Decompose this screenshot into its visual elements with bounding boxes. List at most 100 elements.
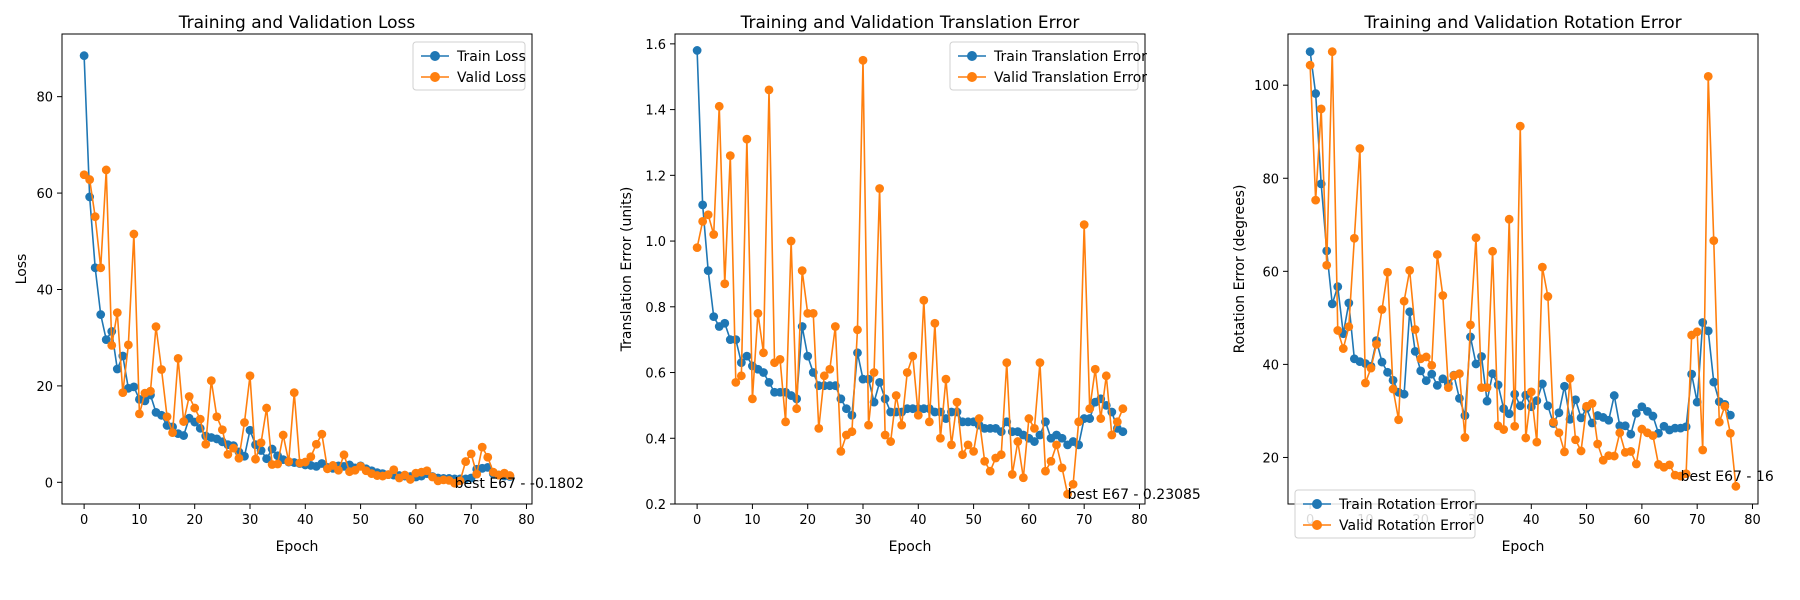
rotation-valid-data-point — [1725, 428, 1735, 438]
translation-best-annotation: best E67 - 0.23085 — [1068, 487, 1201, 503]
translation-valid-data-point — [1035, 358, 1045, 368]
loss-valid-data-point — [223, 449, 233, 459]
rotation-axes-layer: 0102030405060708020406080100 — [1254, 33, 1761, 528]
rotation-train-data-point — [1311, 89, 1321, 98]
translation-valid-data-point — [913, 410, 923, 420]
translation-valid-data-point — [908, 351, 918, 361]
rotation-valid-data-point — [1455, 369, 1464, 379]
rotation-train-data-point — [1427, 369, 1437, 379]
loss-valid-data-point — [472, 469, 482, 479]
translation-axes-layer: 0 10 20 30 40 50 60 70 80 0.2 0.4 0.6 0.8 1.0 1.2 1.4 1.… — [645, 33, 1148, 528]
rotation-valid-data-point — [1443, 383, 1453, 393]
rotation-valid-data-point — [1460, 433, 1470, 442]
rotation-valid-data-point — [1665, 460, 1674, 470]
translation-plot-frame — [674, 33, 1146, 505]
loss-train-data-point — [267, 444, 277, 454]
rotation-train-data-point — [1421, 376, 1431, 386]
rotation-valid-data-point — [1631, 459, 1641, 469]
rotation-train-data-point — [1626, 429, 1636, 439]
rotation-train-data-point — [1405, 307, 1415, 317]
translation-y-tick-label: 1.6 — [645, 38, 666, 53]
rotation-legend-valid-label: Valid Rotation Error — [1339, 518, 1475, 534]
rotation-valid-data-point — [1421, 352, 1431, 362]
translation-legend: Train Translation Error Valid Translatio… — [949, 41, 1147, 91]
translation-y-axis-label: Translation Error (units) — [619, 187, 635, 353]
rotation-valid-data-point — [1554, 428, 1564, 438]
rotation-legend-entry-valid: Valid Rotation Error — [1303, 518, 1475, 534]
rotation-valid-data-point — [1305, 60, 1315, 70]
loss-y-tick-label: 0 — [45, 476, 53, 491]
translation-valid-data-point — [1013, 437, 1023, 446]
loss-valid-data-point — [466, 449, 476, 459]
rotation-valid-data-point — [1427, 360, 1437, 370]
rotation-valid-data-point — [1311, 195, 1321, 205]
translation-y-tick-label: 0.6 — [645, 367, 666, 382]
loss-valid-data-point — [173, 354, 183, 363]
translation-x-tick-label: 20 — [799, 513, 816, 528]
loss-valid-data-point — [135, 409, 144, 419]
loss-valid-data-point — [146, 386, 155, 396]
rotation-valid-data-point — [1571, 435, 1580, 445]
translation-valid-data-point — [759, 348, 768, 358]
translation-valid-data-point — [864, 420, 873, 430]
rotation-train-data-point — [1383, 367, 1392, 377]
translation-valid-data-point — [952, 397, 962, 407]
rotation-train-data-point — [1692, 397, 1702, 407]
rotation-valid-data-point — [1526, 387, 1536, 397]
rotation-valid-data-point — [1432, 250, 1442, 259]
rotation-valid-data-point — [1587, 399, 1597, 408]
translation-train-data-point — [720, 318, 730, 328]
translation-legend-entry-train: Train Translation Error — [958, 49, 1147, 65]
rotation-train-data-point — [1333, 282, 1343, 292]
translation-valid-data-point — [1046, 456, 1056, 466]
translation-valid-data-point — [936, 433, 945, 443]
rotation-x-tick-label: 50 — [1578, 513, 1595, 528]
translation-valid-data-point — [764, 85, 774, 95]
translation-train-data-point — [692, 46, 702, 55]
translation-train-data-point — [803, 351, 813, 361]
rotation-x-axis-label: Epoch — [1502, 539, 1545, 555]
translation-y-tick-label: 0.8 — [645, 301, 666, 316]
translation-y-tick-label: 1.0 — [645, 235, 666, 250]
translation-valid-data-point — [1090, 364, 1100, 374]
translation-train-data-point — [847, 410, 857, 420]
loss-y-tick-label: 60 — [36, 187, 53, 202]
rotation-valid-data-point — [1720, 401, 1730, 411]
loss-y-tick-label: 20 — [36, 380, 53, 395]
loss-x-tick-label: 70 — [463, 513, 480, 528]
loss-axes-layer: 0 10 20 30 40 50 60 70 80 0 20 40 60 80 — [36, 33, 535, 528]
translation-x-tick-label: 30 — [855, 513, 872, 528]
translation-valid-data-point — [853, 325, 862, 335]
rotation-valid-data-point — [1692, 327, 1702, 337]
loss-y-tick-label: 40 — [36, 283, 53, 298]
loss-valid-data-point — [212, 412, 222, 422]
translation-y-tick-label: 1.2 — [645, 169, 666, 184]
loss-valid-data-point — [306, 452, 316, 462]
loss-valid-data-point — [101, 165, 111, 175]
rotation-train-data-point — [1687, 369, 1697, 379]
translation-valid-data-point — [1030, 424, 1039, 433]
rotation-train-data-point — [1344, 298, 1354, 308]
rotation-valid-data-point — [1327, 47, 1337, 57]
loss-valid-data-point — [118, 388, 128, 398]
loss-valid-data-point — [107, 341, 117, 350]
loss-x-axis-label: Epoch — [276, 539, 319, 555]
rotation-valid-data-point — [1626, 447, 1636, 456]
loss-train-data-point — [179, 431, 189, 440]
translation-valid-data-point — [858, 55, 868, 65]
rotation-valid-data-point — [1515, 121, 1525, 131]
translation-x-tick-label: 0 — [693, 513, 701, 528]
translation-train-data-point — [941, 414, 951, 423]
rotation-train-data-point — [1504, 409, 1514, 419]
loss-train-data-point — [79, 51, 89, 61]
translation-train-data-point — [1057, 433, 1067, 443]
loss-valid-data-point — [162, 412, 172, 422]
loss-x-tick-label: 20 — [186, 513, 203, 528]
rotation-valid-data-point — [1349, 233, 1359, 243]
rotation-valid-data-point — [1615, 428, 1625, 438]
loss-valid-data-point — [217, 425, 227, 435]
loss-valid-data-point — [245, 371, 255, 381]
translation-valid-data-point — [1096, 414, 1106, 423]
translation-valid-data-point — [720, 279, 730, 289]
rotation-valid-data-point — [1532, 437, 1542, 447]
